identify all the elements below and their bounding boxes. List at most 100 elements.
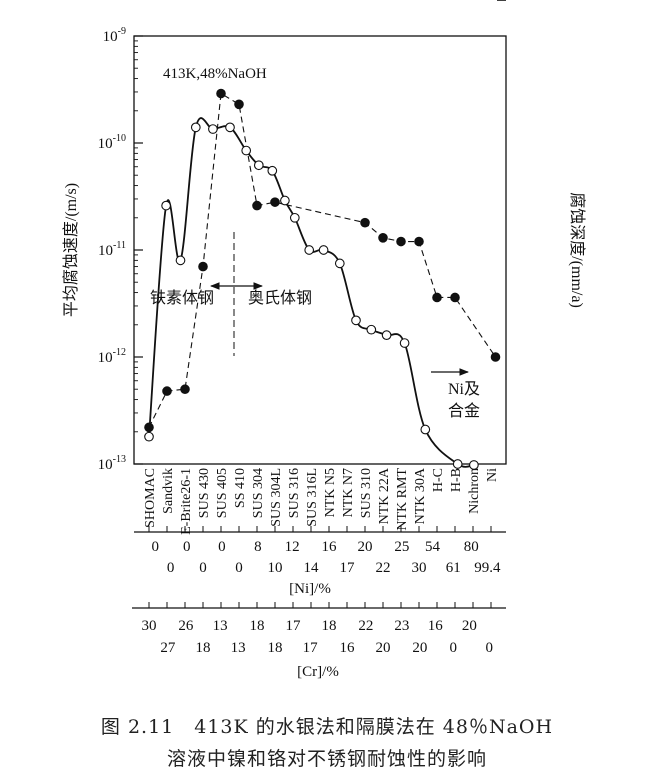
x-category-label: SUS 316 [287,468,302,518]
cr-value: 16 [340,640,356,656]
series-diaphragm-point [162,386,172,396]
series-lines [148,92,496,468]
series-mercury-point [399,338,410,348]
series-diaphragm-point [396,236,406,247]
series-mercury-point [267,165,278,176]
right-tick-label: 10-1 [514,0,537,4]
right-tick-label: 10-2 [514,0,537,4]
cr-value: 17 [286,618,302,634]
x-category-label: H-C [431,468,446,492]
left-tick-label: 10-9 [103,26,126,45]
ni-axis: 0 0 0 8 12 16 20 25 54 800 0 0 10 14 17 22 30 61 99.4 [134,526,506,576]
ni-value: 61 [446,560,461,576]
ni-value: 22 [376,560,391,576]
series-mercury-point [381,330,392,341]
x-category-label: E-Brite26-1 [179,468,194,535]
series-diaphragm-point [252,200,262,211]
cr-value: 17 [303,640,319,656]
series-mercury-point [304,245,315,255]
series-diaphragm-line [148,92,496,428]
cr-value: 22 [358,618,373,634]
left-tick-label: 10-13 [98,454,126,473]
left-y-axis-label: 平均腐蚀速度/(m/s) [62,183,80,317]
series-mercury-point [253,160,264,171]
cr-value: 16 [428,618,444,634]
series-diaphragm-point [432,292,442,303]
series-mercury-line [148,117,475,468]
cr-value: 18 [250,618,265,634]
x-category-label: SUS 405 [215,468,230,518]
series-diaphragm-point [360,217,370,228]
series-markers [144,88,501,470]
cr-value: 20 [462,618,477,634]
ni-alloy-label: Ni及 [448,381,480,398]
cr-value: 20 [412,640,427,656]
series-mercury-point [225,122,235,133]
series-diaphragm-point [180,384,190,395]
series-mercury-point [351,315,361,326]
ni-axis-label: [Ni]/% [289,581,331,597]
figure-caption-line-1: 图 2.11 413K 的水银法和隔膜法在 48％NaOH [100,716,554,738]
left-tick-label: 10-10 [98,133,126,152]
ni-value: 30 [412,560,427,576]
left-tick-label: 10-11 [98,240,126,259]
cr-value: 23 [394,618,409,634]
ni-value: 12 [285,539,300,555]
series-diaphragm-point [450,292,460,303]
region-guides [210,232,469,376]
right-y-axis-label: 腐蚀深度/(mm/a) [568,192,586,308]
ni-value: 10 [268,560,283,576]
ni-value: 14 [304,560,320,576]
x-category-label: SUS 304L [269,468,284,527]
chart-title: 413K,48%NaOH [163,66,267,82]
x-category-label: NTK N7 [341,468,356,517]
ni-value: 17 [340,560,356,576]
series-diaphragm-point [414,236,424,247]
ni-value: 0 [218,539,226,555]
series-mercury-point [366,324,377,335]
ni-value: 99.4 [474,560,501,576]
x-category-label: Ni [485,468,500,482]
series-diaphragm-point [234,99,244,110]
right-y-axis: 10110010-110-2 [497,0,537,4]
series-diaphragm-point [198,261,208,272]
ni-value: 0 [152,539,160,555]
x-category-label: NTK 22A [377,467,392,524]
x-category-label: H-B [449,468,464,492]
ni-value: 54 [425,539,441,555]
series-mercury-point [190,122,201,133]
series-diaphragm-point [490,352,501,362]
ni-value: 0 [199,560,207,576]
series-mercury-point [420,424,431,435]
ni-value: 0 [167,560,175,576]
ni-value: 0 [235,560,243,576]
right-tick-label: 101 [514,0,534,4]
x-category-label: NTK RMT [395,468,410,531]
x-category-label: SS 410 [233,468,248,508]
x-category-label: Nichron [467,468,482,514]
cr-value: 13 [213,618,228,634]
left-tick-label: 10-12 [98,347,126,366]
series-mercury-point [318,245,329,255]
x-category-label: SUS 316L [305,468,320,527]
series-mercury-point [280,195,290,206]
x-category-label: SUS 304 [251,468,266,518]
austenite-label: 奥氏体钢 [248,289,312,307]
ni-alloy-label-2: 合金 [448,402,480,420]
series-mercury-point [452,459,463,469]
x-category-label: SUS 310 [359,468,374,518]
cr-value: 18 [196,640,211,656]
series-mercury-point [161,200,171,211]
x-category-label: Sandvik [161,468,176,514]
series-mercury-point [289,212,300,223]
series-mercury-point [241,145,252,156]
series-mercury-point [208,124,218,134]
series-diaphragm-point [378,233,388,243]
series-diaphragm-point [270,197,280,207]
cr-value: 26 [178,618,194,634]
series-mercury-point [144,431,154,442]
series-mercury-point [469,460,479,470]
ni-value: 20 [358,539,373,555]
ni-value: 8 [254,539,262,555]
